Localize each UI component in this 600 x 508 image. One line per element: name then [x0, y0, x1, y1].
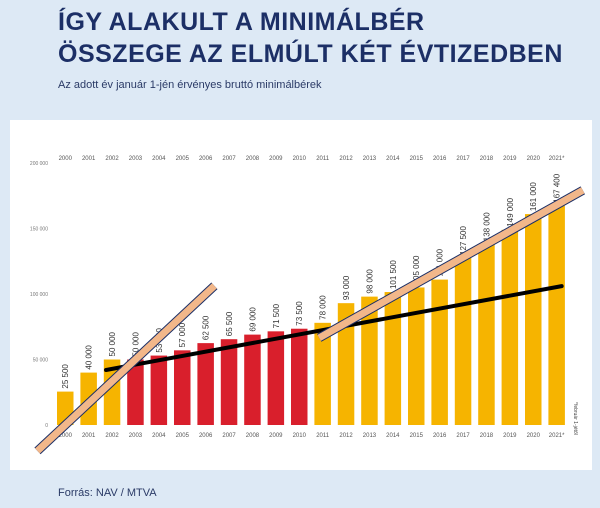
data-label: 62 500 [202, 315, 211, 340]
x-tick-label: 2007 [222, 433, 236, 439]
x-tick-label: 2016 [433, 433, 447, 439]
x-tick-label-top: 2004 [152, 156, 166, 162]
data-label: 149 000 [506, 197, 515, 226]
footnote: *február 1-jétől [572, 402, 578, 435]
x-tick-label: 2005 [176, 433, 190, 439]
data-label: 78 000 [319, 295, 328, 320]
x-tick-label: 2013 [363, 433, 377, 439]
x-tick-label: 2020 [527, 433, 541, 439]
data-label: 69 000 [248, 307, 257, 332]
data-label: 65 500 [225, 311, 234, 336]
bar-2021 [548, 205, 565, 425]
data-label: 98 000 [365, 269, 374, 294]
bar-2005 [174, 350, 191, 425]
bar-2020 [525, 214, 542, 425]
data-label: 50 000 [131, 331, 140, 356]
data-label: 73 500 [295, 301, 304, 326]
data-label: 111 000 [436, 248, 445, 276]
x-tick-label-top: 2001 [82, 156, 96, 162]
x-tick-label-top: 2021* [549, 156, 565, 162]
data-label: 57 000 [178, 322, 187, 347]
bar-2012 [337, 303, 355, 425]
x-tick-label: 2009 [269, 433, 283, 439]
x-tick-label-top: 2006 [199, 156, 213, 162]
bar-2011 [314, 322, 331, 425]
x-tick-label: 2014 [386, 433, 400, 439]
bar-2017 [454, 257, 472, 425]
x-tick-label-top: 2011 [316, 156, 330, 162]
bar-2006 [197, 343, 214, 425]
header: ÍGY ALAKULT A MINIMÁLBÉR ÖSSZEGE AZ ELMÚ… [0, 0, 600, 118]
x-tick-label: 2019 [503, 433, 517, 439]
data-label: 71 500 [272, 303, 281, 328]
x-tick-label: 2003 [129, 433, 143, 439]
x-tick-label-top: 2007 [222, 156, 236, 162]
x-tick-label: 2017 [456, 433, 470, 439]
x-tick-label: 2001 [82, 433, 96, 439]
x-tick-label-top: 2019 [503, 156, 517, 162]
x-tick-label: 2004 [152, 433, 166, 439]
y-tick-label: 0 [45, 423, 48, 429]
x-tick-label-top: 2009 [269, 156, 283, 162]
bar-2016 [431, 279, 448, 425]
x-tick-label: 2011 [316, 433, 330, 439]
x-tick-label: 2010 [293, 433, 307, 439]
data-label: 105 000 [412, 255, 421, 284]
data-label: 161 000 [529, 182, 538, 211]
y-tick-label: 50 000 [33, 358, 49, 364]
bar-2014 [384, 292, 402, 425]
x-tick-label: 2006 [199, 433, 213, 439]
x-tick-label-top: 2002 [105, 156, 119, 162]
x-tick-label-top: 2012 [339, 156, 353, 162]
page-subtitle: Az adott év január 1-jén érvényes bruttó… [58, 79, 322, 91]
data-label: 93 000 [342, 275, 351, 300]
x-tick-label-top: 2003 [129, 156, 143, 162]
page-title-line-2: ÖSSZEGE AZ ELMÚLT KÉT ÉVTIZEDBEN [58, 40, 563, 68]
data-label: 50 000 [108, 331, 117, 356]
source-note: Forrás: NAV / MTVA [58, 487, 157, 499]
bar-2010 [291, 328, 308, 425]
y-tick-label: 150 000 [30, 227, 48, 233]
x-tick-label-top: 2000 [59, 156, 73, 162]
x-tick-label-top: 2005 [176, 156, 190, 162]
x-tick-label-top: 2010 [293, 156, 307, 162]
data-label: 167 400 [553, 173, 562, 202]
data-label: 101 500 [389, 260, 398, 289]
orange-trend-line-1 [35, 283, 217, 454]
bar-2018 [478, 244, 495, 425]
bar-2007 [220, 339, 238, 425]
page-title-line-1: ÍGY ALAKULT A MINIMÁLBÉR [58, 8, 425, 36]
x-tick-label: 2002 [105, 433, 119, 439]
bar-2004 [150, 355, 168, 425]
bar-2003 [127, 359, 144, 425]
bar-2013 [361, 296, 378, 425]
x-tick-label-top: 2015 [410, 156, 424, 162]
x-tick-label: 2000 [59, 433, 73, 439]
x-tick-label-top: 2013 [363, 156, 377, 162]
data-label: 127 500 [459, 226, 468, 255]
orange-trend-line-2 [317, 187, 585, 341]
data-label: 138 000 [482, 212, 491, 241]
x-tick-label-top: 2016 [433, 156, 447, 162]
x-tick-label: 2015 [410, 433, 424, 439]
x-tick-label-top: 2020 [527, 156, 541, 162]
x-tick-label: 2008 [246, 433, 260, 439]
x-tick-label-top: 2014 [386, 156, 400, 162]
x-tick-label: 2018 [480, 433, 494, 439]
bar-2008 [244, 334, 261, 425]
bar-2009 [267, 331, 285, 425]
x-tick-label: 2021* [549, 433, 565, 439]
y-tick-label: 100 000 [30, 292, 48, 298]
x-tick-label-top: 2018 [480, 156, 494, 162]
bar-2019 [501, 229, 519, 425]
data-label: 40 000 [85, 345, 94, 370]
x-tick-label-top: 2017 [456, 156, 470, 162]
x-tick-label: 2012 [339, 433, 353, 439]
data-label: 25 500 [61, 364, 70, 389]
x-tick-label-top: 2008 [246, 156, 260, 162]
bar-2015 [408, 287, 425, 425]
y-tick-label: 200 000 [30, 161, 48, 167]
